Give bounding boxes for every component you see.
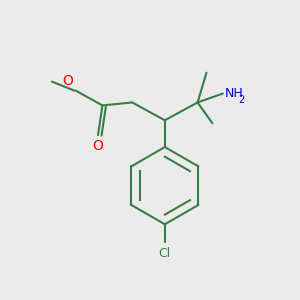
Text: NH: NH xyxy=(224,87,243,100)
Text: O: O xyxy=(62,74,73,88)
Text: O: O xyxy=(92,139,104,153)
Text: Cl: Cl xyxy=(159,247,171,260)
Text: 2: 2 xyxy=(238,95,244,105)
